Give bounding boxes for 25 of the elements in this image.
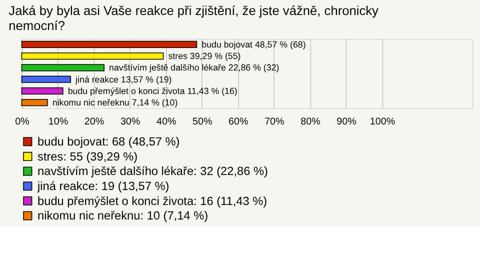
x-tick-label: 0% (15, 116, 30, 128)
x-tick-label: 10% (48, 116, 68, 128)
x-tick-label: 70% (264, 116, 285, 128)
x-tick-label: 50% (192, 116, 212, 128)
x-tick-label: 30% (120, 116, 140, 128)
data-label: navštívím ještě dalšího lékaře 22,86 % (32) (109, 62, 280, 73)
legend-label: nikomu nic neřeknu: 10 (7,14 %) (38, 208, 208, 223)
text: Jaká by byla asi Vaše reakce při zjištění, že jste vážně, chronicky (8, 3, 378, 18)
text: nemocní? (8, 18, 66, 34)
legend-label: jiná reakce: 19 (13,57 %) (36, 179, 170, 194)
x-tick-label: 20% (84, 116, 104, 128)
data-label: nikomu nic neřeknu 7,14 % (10) (52, 98, 178, 108)
x-tick-label: 40% (156, 116, 176, 128)
x-tick-label: 80% (300, 116, 321, 128)
legend-label: budu přemýšlet o konci života: 16 (11,43 %) (38, 194, 268, 208)
legend-label: navštívím ještě dalšího lékaře: 32 (22,86 %) (38, 164, 268, 178)
legend-label: stres: 55 (39,29 %) (38, 149, 138, 164)
data-label: budu přemýšlet o konci života 11,43 % (16) (68, 86, 238, 96)
x-tick-label: 100% (370, 116, 396, 128)
legend-label: budu bojovat: 68 (48,57 %) (38, 134, 180, 149)
data-label: budu bojovat 48,57 % (68) (202, 39, 306, 50)
x-tick-label: 60% (228, 116, 248, 128)
x-tick-label: 90% (336, 116, 357, 128)
data-label: jiná reakce 13,57 % (19) (74, 74, 172, 84)
data-label: stres 39,29 % (55) (168, 51, 241, 62)
